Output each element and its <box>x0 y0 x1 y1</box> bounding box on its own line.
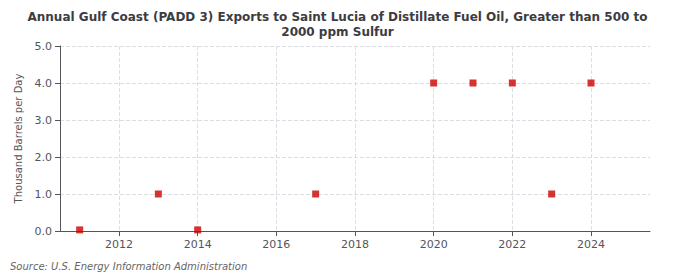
svg-text:Source: U.S. Energy Informatio: Source: U.S. Energy Information Administ… <box>10 261 247 272</box>
svg-text:2020: 2020 <box>420 238 448 251</box>
svg-text:2022: 2022 <box>498 238 526 251</box>
svg-text:2014: 2014 <box>184 238 212 251</box>
svg-text:5.0: 5.0 <box>35 40 53 53</box>
svg-text:1.0: 1.0 <box>35 188 53 201</box>
svg-text:2.0: 2.0 <box>35 151 53 164</box>
svg-text:Thousand Barrels per Day: Thousand Barrels per Day <box>13 74 24 205</box>
svg-text:0.0: 0.0 <box>35 225 53 238</box>
svg-text:2000 ppm Sulfur: 2000 ppm Sulfur <box>281 25 394 39</box>
svg-text:Annual Gulf Coast (PADD 3) Exp: Annual Gulf Coast (PADD 3) Exports to Sa… <box>28 10 648 24</box>
svg-text:2024: 2024 <box>577 238 605 251</box>
svg-text:2016: 2016 <box>262 238 290 251</box>
svg-text:2012: 2012 <box>105 238 133 251</box>
svg-text:4.0: 4.0 <box>35 77 53 90</box>
svg-text:2018: 2018 <box>341 238 369 251</box>
svg-text:3.0: 3.0 <box>35 114 53 127</box>
